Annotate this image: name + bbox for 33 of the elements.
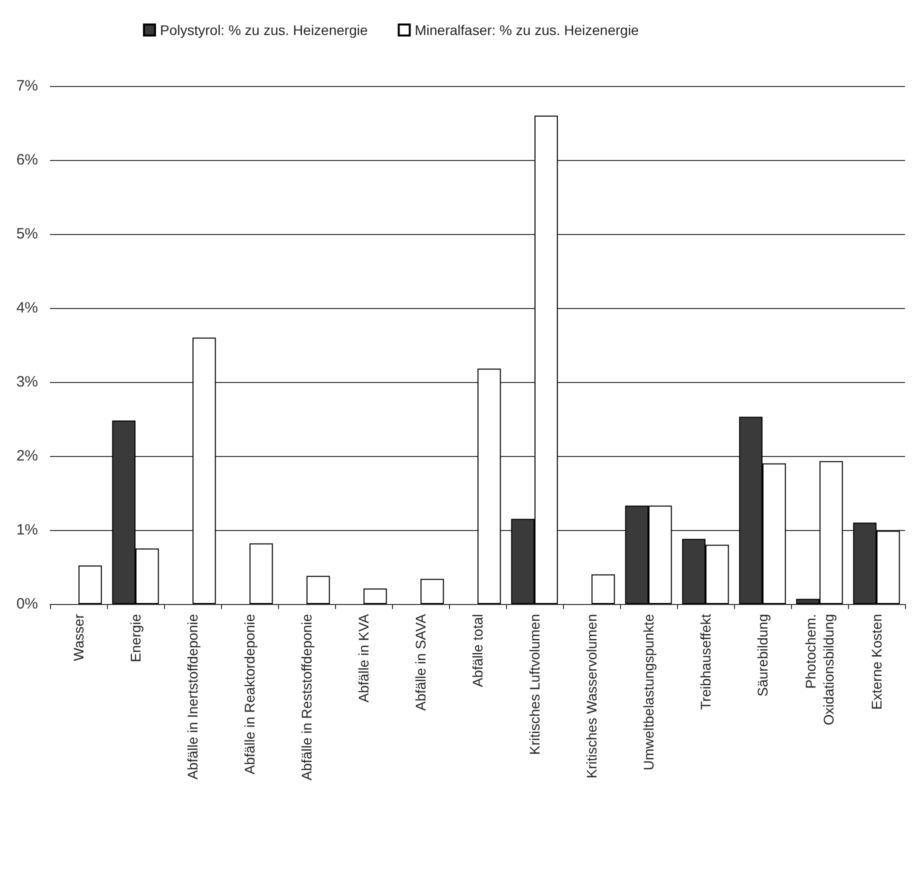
y-tick-label: 5% <box>16 226 38 242</box>
y-tick-label: 7% <box>16 78 38 94</box>
y-tick-label: 1% <box>16 522 38 538</box>
x-tick-label: Abfälle total <box>470 614 486 688</box>
x-tick-label: Abfälle in SAVA <box>412 613 428 711</box>
x-tick-label: Abfälle in Inertstoffdeponie <box>184 614 200 780</box>
x-tick-label: Abfälle in Reaktordeponie <box>242 614 258 774</box>
y-tick-label: 2% <box>16 448 38 464</box>
x-tick-label: Säurebildung <box>754 614 770 697</box>
x-tick-label: Treibhauseffekt <box>698 614 714 710</box>
bar <box>478 368 501 604</box>
bar <box>78 566 102 604</box>
x-tick-label: Energie <box>128 614 144 662</box>
x-tick-label: Abfälle in Reststoffdeponie <box>298 614 314 780</box>
x-tick-label: Kritisches Luftvolumen <box>526 614 542 755</box>
bar <box>420 578 444 604</box>
x-tick-label: Externe Kosten <box>868 614 884 710</box>
x-tick-label: Kritisches Wasservolumen <box>584 614 600 778</box>
y-tick-label: 0% <box>16 596 38 612</box>
bar <box>306 576 330 604</box>
x-tick-label: Photochem. Oxidationsbildung <box>802 614 836 726</box>
x-tick-label: Wasser <box>70 614 86 661</box>
legend-label: Mineralfaser: % zu zus. Heizenergie <box>414 22 640 38</box>
y-tick-label: 3% <box>16 374 38 390</box>
bar <box>364 588 387 604</box>
x-tick-label: Umweltbelastungspunkte <box>640 614 656 770</box>
legend-label: Polystyrol: % zu zus. Heizenergie <box>160 22 368 38</box>
y-tick-label: 6% <box>16 152 38 168</box>
bar <box>592 574 615 604</box>
bar <box>192 338 216 604</box>
x-tick-label: Abfälle in KVA <box>356 613 372 702</box>
y-tick-label: 4% <box>16 300 38 316</box>
bar <box>250 543 273 604</box>
